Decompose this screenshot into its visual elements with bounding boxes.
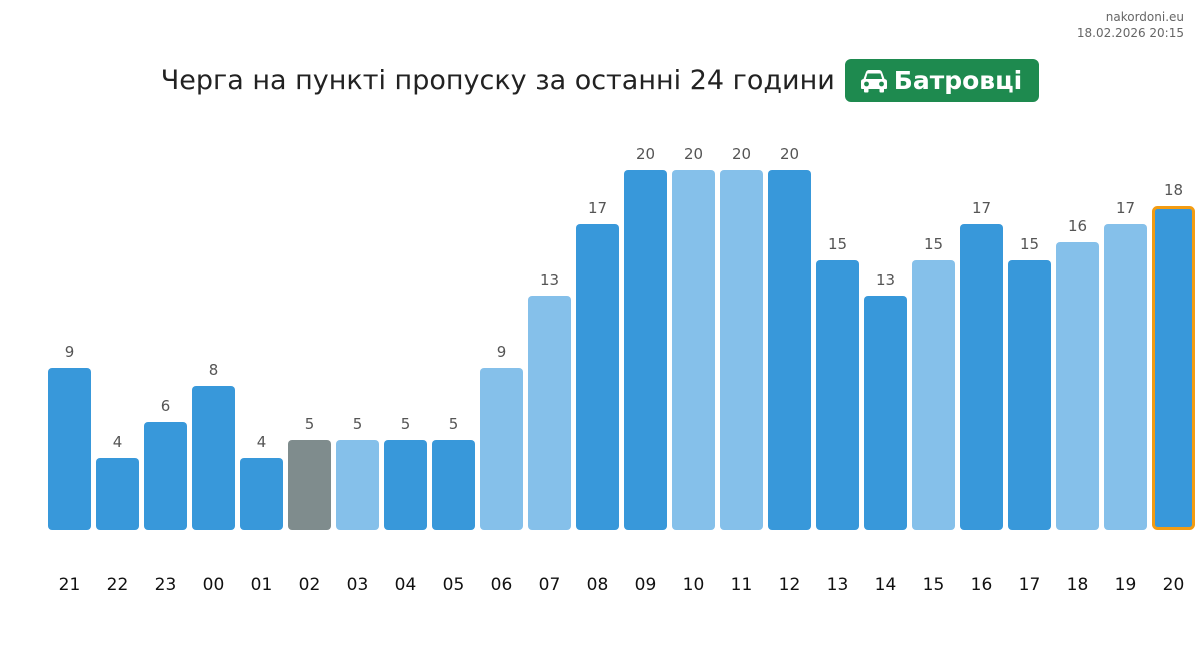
x-tick-label: 20 bbox=[1163, 575, 1185, 595]
chart-title: Черга на пункті пропуску за останні 24 г… bbox=[160, 65, 835, 96]
bar-value-label: 6 bbox=[161, 397, 171, 415]
source-label: nakordoni.eu bbox=[1105, 10, 1184, 24]
x-tick-label: 10 bbox=[683, 575, 705, 595]
bar bbox=[1008, 260, 1051, 530]
x-tick-label: 11 bbox=[731, 575, 753, 595]
bar bbox=[768, 170, 811, 530]
bar bbox=[192, 386, 235, 530]
x-tick-label: 03 bbox=[347, 575, 369, 595]
bar bbox=[624, 170, 667, 530]
bar bbox=[432, 440, 475, 530]
bar bbox=[864, 296, 907, 530]
x-tick-label: 07 bbox=[539, 575, 561, 595]
bar-value-label: 13 bbox=[540, 271, 559, 289]
x-tick-label: 23 bbox=[155, 575, 177, 595]
bar bbox=[816, 260, 859, 530]
x-tick-label: 01 bbox=[251, 575, 273, 595]
bar-value-label: 9 bbox=[65, 343, 75, 361]
x-tick-label: 16 bbox=[971, 575, 993, 595]
x-tick-label: 02 bbox=[299, 575, 321, 595]
bar-value-label: 15 bbox=[828, 235, 847, 253]
bar-value-label: 4 bbox=[257, 433, 267, 451]
x-tick-label: 05 bbox=[443, 575, 465, 595]
x-tick-label: 12 bbox=[779, 575, 801, 595]
bar-value-label: 5 bbox=[353, 415, 363, 433]
meta-info: nakordoni.eu 18.02.2026 20:15 bbox=[1077, 9, 1184, 41]
bar bbox=[1104, 224, 1147, 530]
bar bbox=[672, 170, 715, 530]
x-tick-label: 09 bbox=[635, 575, 657, 595]
bar bbox=[912, 260, 955, 530]
bar-value-label: 8 bbox=[209, 361, 219, 379]
title-row: Черга на пункті пропуску за останні 24 г… bbox=[0, 59, 1200, 102]
bar-value-label: 15 bbox=[924, 235, 943, 253]
bar bbox=[384, 440, 427, 530]
x-tick-label: 08 bbox=[587, 575, 609, 595]
x-tick-label: 04 bbox=[395, 575, 417, 595]
bar bbox=[240, 458, 283, 530]
bar bbox=[48, 368, 91, 530]
x-tick-label: 00 bbox=[203, 575, 225, 595]
bar bbox=[288, 440, 331, 530]
bar-value-label: 5 bbox=[305, 415, 315, 433]
x-tick-label: 18 bbox=[1067, 575, 1089, 595]
bar-value-label: 16 bbox=[1068, 217, 1087, 235]
bar bbox=[480, 368, 523, 530]
x-tick-label: 17 bbox=[1019, 575, 1041, 595]
bar bbox=[960, 224, 1003, 530]
bar-value-label: 17 bbox=[588, 199, 607, 217]
bar-value-label: 5 bbox=[401, 415, 411, 433]
bar-value-label: 20 bbox=[780, 145, 799, 163]
bar-value-label: 17 bbox=[972, 199, 991, 217]
bar bbox=[528, 296, 571, 530]
bar-value-label: 20 bbox=[636, 145, 655, 163]
bar bbox=[336, 440, 379, 530]
car-icon bbox=[860, 69, 888, 93]
x-tick-label: 06 bbox=[491, 575, 513, 595]
bar-value-label: 4 bbox=[113, 433, 123, 451]
bar bbox=[576, 224, 619, 530]
bar-value-label: 20 bbox=[732, 145, 751, 163]
bar-value-label: 5 bbox=[449, 415, 459, 433]
bar-value-label: 18 bbox=[1164, 181, 1183, 199]
bar-value-label: 13 bbox=[876, 271, 895, 289]
checkpoint-badge: Батровці bbox=[844, 59, 1040, 102]
checkpoint-name: Батровці bbox=[893, 66, 1023, 95]
bar-value-label: 9 bbox=[497, 343, 507, 361]
x-tick-label: 19 bbox=[1115, 575, 1137, 595]
x-tick-label: 22 bbox=[107, 575, 129, 595]
bar-value-label: 20 bbox=[684, 145, 703, 163]
bar bbox=[1056, 242, 1099, 530]
bar-value-label: 17 bbox=[1116, 199, 1135, 217]
x-tick-label: 21 bbox=[59, 575, 81, 595]
bar bbox=[96, 458, 139, 530]
bar bbox=[144, 422, 187, 530]
bar bbox=[720, 170, 763, 530]
x-tick-label: 14 bbox=[875, 575, 897, 595]
bar-value-label: 15 bbox=[1020, 235, 1039, 253]
x-tick-label: 13 bbox=[827, 575, 849, 595]
timestamp-label: 18.02.2026 20:15 bbox=[1076, 26, 1184, 40]
x-tick-label: 15 bbox=[923, 575, 945, 595]
bar bbox=[1152, 206, 1195, 530]
